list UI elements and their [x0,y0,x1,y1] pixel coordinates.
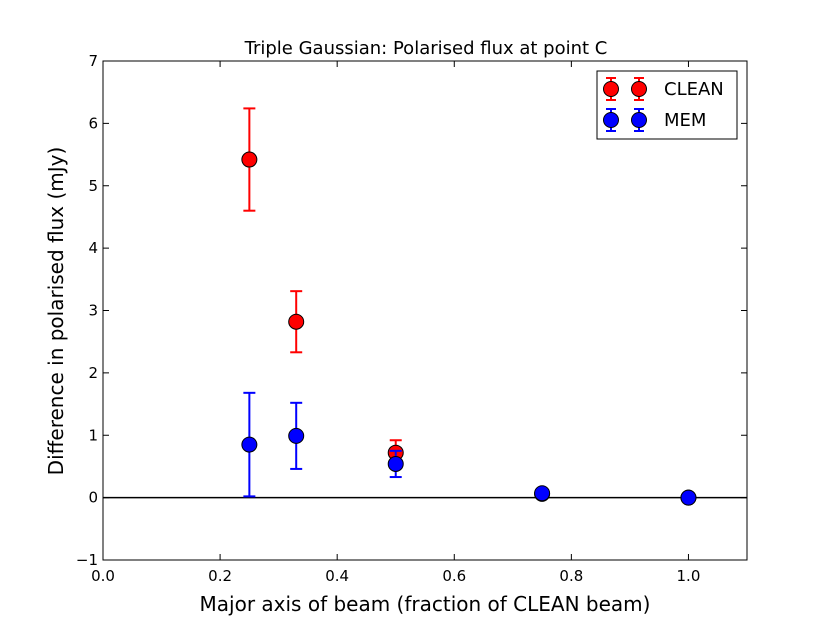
series-clean [241,107,697,506]
y-tick-label: 1 [88,426,98,444]
legend-item-mem: MEM [603,108,706,132]
x-tick-label: 0.0 [91,567,115,585]
x-tick-label: 0.8 [559,567,583,585]
y-tick-label: 5 [88,177,98,195]
data-point [534,485,551,502]
data-point [680,489,697,506]
chart-title: Triple Gaussian: Polarised flux at point… [244,38,608,59]
legend-marker [631,112,647,128]
x-tick-label: 0.6 [442,567,466,585]
legend-box [596,70,738,140]
legend-label: CLEAN [664,79,724,100]
data-point [387,455,404,472]
y-tick-label: 6 [88,114,98,132]
legend-label: MEM [664,110,706,131]
data-point [288,427,305,444]
y-tick-label: 2 [88,364,98,382]
legend-item-clean: CLEAN [603,77,724,101]
y-tick-label: 0 [88,489,98,507]
y-axis-title: Difference in polarised flux (mJy) [44,147,68,476]
legend-marker [603,112,619,128]
x-tick-label: 1.0 [677,567,701,585]
x-axis-title: Major axis of beam (fraction of CLEAN be… [200,592,651,616]
data-point [288,313,305,330]
series-mem [241,391,697,506]
data-point [241,151,258,168]
legend-marker [631,81,647,97]
axis-ticks: 0.0 0.2 0.4 0.6 0.8 1.0 −1 0 1 2 3 4 5 6 7 [76,52,747,585]
y-tick-label: 4 [88,239,98,257]
legend-marker [603,81,619,97]
x-tick-label: 0.2 [208,567,232,585]
y-tick-label: 3 [88,302,98,320]
data-point [241,436,258,453]
y-tick-label: 7 [88,52,98,70]
y-tick-label: −1 [76,551,98,569]
legend: CLEAN MEM [596,70,738,140]
x-tick-label: 0.4 [325,567,349,585]
plot-area [103,107,747,506]
